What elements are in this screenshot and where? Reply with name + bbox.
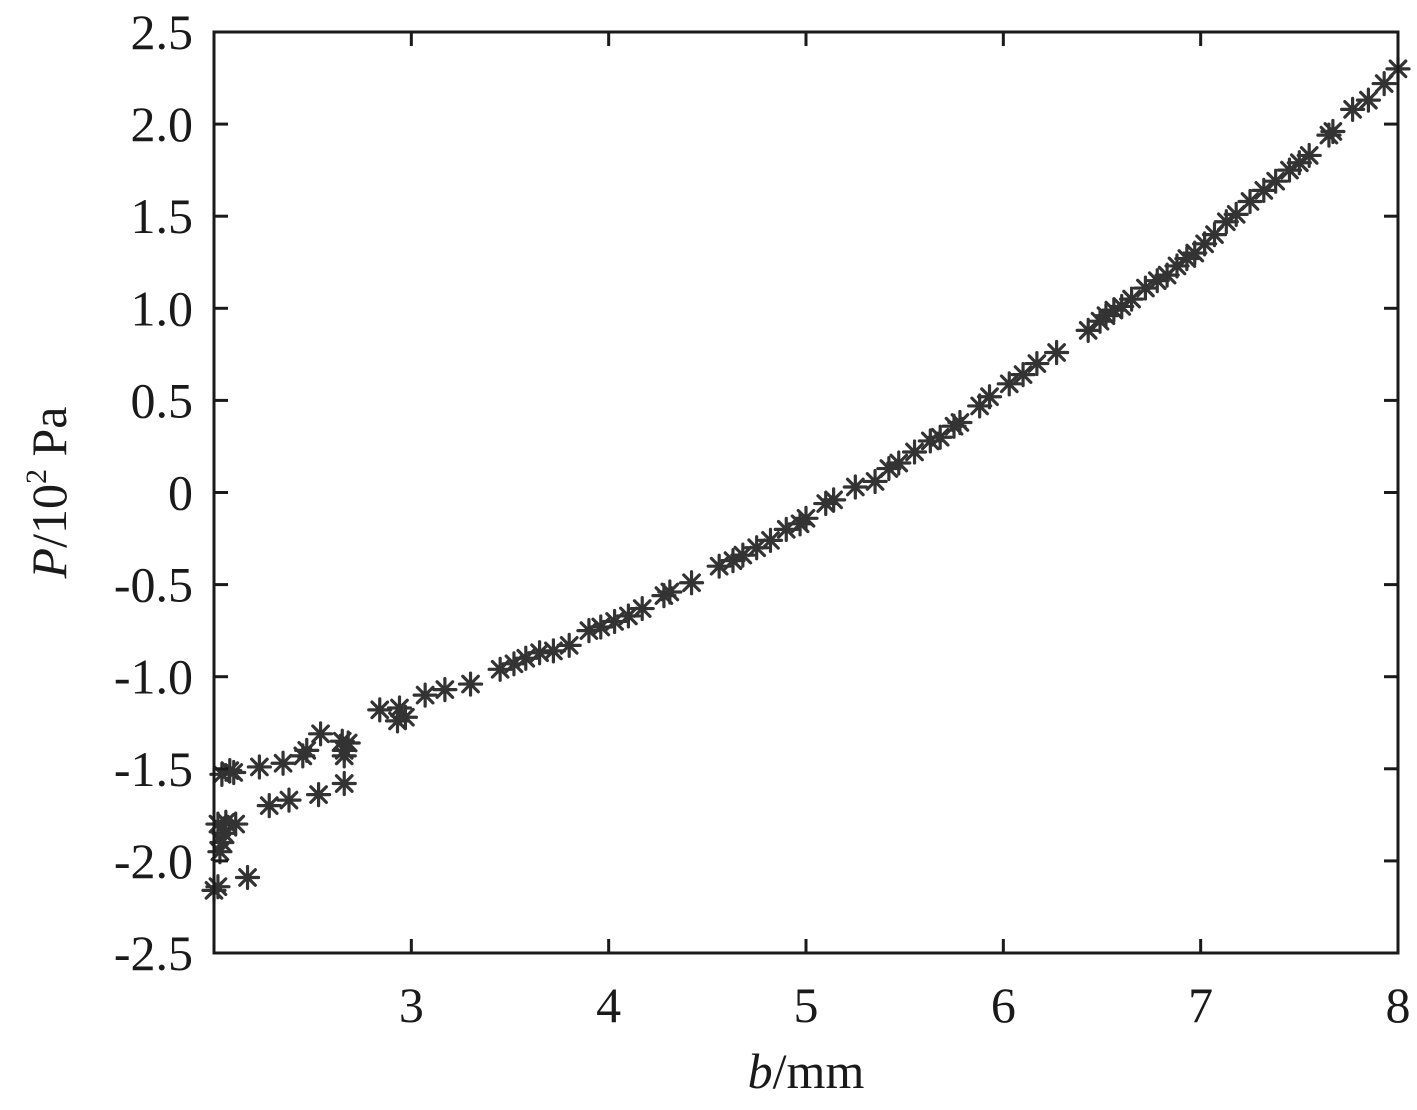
y-axis-scale: /10 bbox=[21, 484, 77, 548]
y-tick-label: -1.5 bbox=[114, 741, 193, 797]
y-axis-exponent: 2 bbox=[20, 469, 53, 484]
x-axis-unit: /mm bbox=[773, 1043, 865, 1099]
y-axis-unit: Pa bbox=[21, 407, 77, 470]
data-point bbox=[1263, 168, 1289, 194]
data-point bbox=[1118, 286, 1145, 312]
y-tick-label: -1.0 bbox=[114, 649, 193, 705]
data-point bbox=[1109, 293, 1135, 320]
data-point bbox=[1251, 177, 1277, 204]
x-axis-variable: b bbox=[748, 1043, 773, 1099]
data-point bbox=[1010, 362, 1036, 388]
data-point bbox=[1154, 262, 1180, 288]
data-point bbox=[1296, 142, 1322, 169]
data-point bbox=[305, 781, 332, 808]
x-tick-label: 6 bbox=[991, 977, 1016, 1033]
data-point bbox=[976, 384, 1003, 410]
y-tick-label: 0.5 bbox=[131, 372, 194, 428]
data-point bbox=[221, 759, 247, 786]
y-axis-variable: P bbox=[21, 548, 77, 580]
x-axis-label: b/mm bbox=[748, 1043, 865, 1099]
x-tick-label: 3 bbox=[399, 977, 424, 1033]
data-point bbox=[657, 579, 683, 605]
x-tick-label: 7 bbox=[1188, 977, 1213, 1033]
data-point bbox=[307, 721, 334, 747]
x-tick-label: 8 bbox=[1386, 977, 1411, 1033]
data-point bbox=[996, 371, 1022, 397]
data-point bbox=[367, 697, 393, 723]
data-point bbox=[276, 787, 302, 813]
data-point bbox=[331, 770, 357, 797]
data-point bbox=[457, 671, 484, 697]
y-tick-label: 2.0 bbox=[131, 96, 194, 152]
data-point bbox=[1371, 70, 1397, 97]
data-point bbox=[412, 682, 438, 708]
y-tick-label: 1.0 bbox=[131, 280, 194, 336]
data-point bbox=[615, 603, 642, 629]
y-tick-label: -2.5 bbox=[114, 925, 193, 981]
y-tick-label: 0 bbox=[168, 465, 193, 521]
plot-frame bbox=[212, 30, 1400, 955]
y-axis-tick-labels: 2.5 2.0 1.5 1.0 0.5 0 -0.5 -1.0 -1.5 -2.0 -2.5 bbox=[114, 4, 193, 981]
data-point bbox=[901, 439, 928, 465]
data-point bbox=[730, 542, 756, 568]
data-point bbox=[234, 864, 261, 891]
data-point bbox=[1024, 350, 1050, 377]
data-point bbox=[1044, 339, 1070, 366]
data-point bbox=[757, 527, 784, 553]
data-point bbox=[886, 450, 912, 476]
axis-ticks bbox=[214, 30, 1400, 955]
data-point bbox=[1237, 188, 1263, 215]
data-point bbox=[793, 505, 819, 531]
data-point bbox=[331, 743, 357, 769]
data-point bbox=[629, 595, 655, 622]
data-point bbox=[1132, 275, 1159, 301]
data-point bbox=[556, 632, 582, 658]
x-tick-label: 4 bbox=[596, 977, 621, 1033]
data-point bbox=[821, 487, 847, 513]
data-point bbox=[1201, 222, 1228, 248]
data-point bbox=[967, 393, 993, 419]
data-point bbox=[294, 737, 320, 763]
y-tick-label: -2.0 bbox=[114, 833, 193, 889]
data-point bbox=[1276, 157, 1303, 183]
y-tick-label: 1.5 bbox=[131, 188, 194, 244]
data-point bbox=[223, 811, 249, 837]
data-point bbox=[205, 874, 231, 900]
data-point bbox=[487, 656, 513, 682]
data-point bbox=[246, 754, 272, 780]
data-point bbox=[678, 570, 705, 596]
data-point bbox=[1213, 209, 1239, 235]
y-axis-label: P/102 Pa bbox=[20, 407, 77, 580]
y-tick-label: -0.5 bbox=[114, 557, 193, 613]
data-point bbox=[927, 424, 953, 450]
data-point bbox=[270, 750, 296, 776]
data-point bbox=[842, 474, 868, 500]
x-axis-tick-labels: 3 4 5 6 7 8 bbox=[399, 977, 1411, 1033]
data-point bbox=[947, 409, 973, 436]
y-tick-label: 2.5 bbox=[131, 4, 194, 60]
data-point bbox=[432, 676, 458, 703]
data-point bbox=[256, 793, 282, 819]
data-points bbox=[201, 56, 1411, 903]
x-tick-label: 5 bbox=[794, 977, 819, 1033]
data-point bbox=[540, 638, 567, 664]
data-point bbox=[1075, 317, 1101, 344]
data-point bbox=[392, 704, 419, 730]
data-point bbox=[1355, 87, 1382, 113]
data-point bbox=[1320, 118, 1346, 145]
